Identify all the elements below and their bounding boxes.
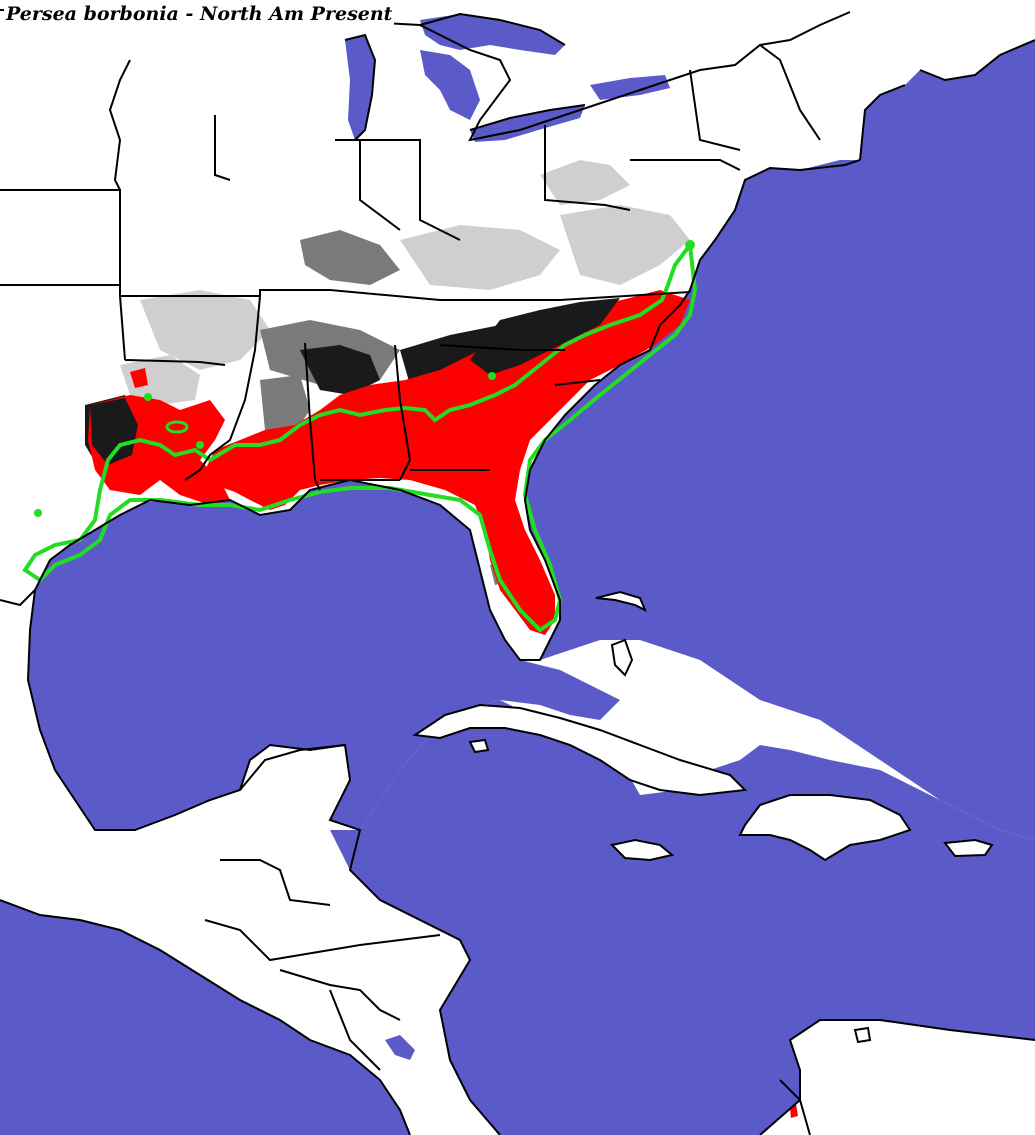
lake-erie [470, 105, 585, 142]
jamaica-island [609, 838, 675, 862]
known-range-outline [22, 239, 698, 633]
nicaragua-lake [385, 1035, 415, 1060]
known-range-point [488, 372, 496, 380]
known-range-point [685, 240, 695, 250]
elevation-over-range [90, 298, 620, 465]
predicted-range-texas-spot [130, 368, 148, 388]
lake-superior [420, 14, 565, 55]
lake-ontario [590, 75, 670, 100]
known-range-point [34, 509, 42, 517]
small-island [853, 1026, 872, 1044]
map-title: Persea borbonia - North Am Present [4, 3, 395, 25]
lake-huron [420, 50, 480, 120]
andros-island [610, 638, 634, 677]
atlantic-ocean [525, 40, 1035, 840]
puerto-rico-island [943, 838, 994, 858]
predicted-range [205, 290, 690, 635]
known-range-point [144, 393, 152, 401]
pacific-ocean [0, 900, 410, 1135]
political-borders [0, 9, 1035, 1135]
gulf-of-mexico [28, 480, 620, 830]
known-range-point [165, 420, 189, 434]
isla-de-juventud [468, 738, 490, 754]
hispaniola-island [738, 794, 912, 862]
cuba-island [412, 703, 748, 797]
abaco-island [595, 590, 647, 613]
known-range-point [196, 441, 204, 449]
